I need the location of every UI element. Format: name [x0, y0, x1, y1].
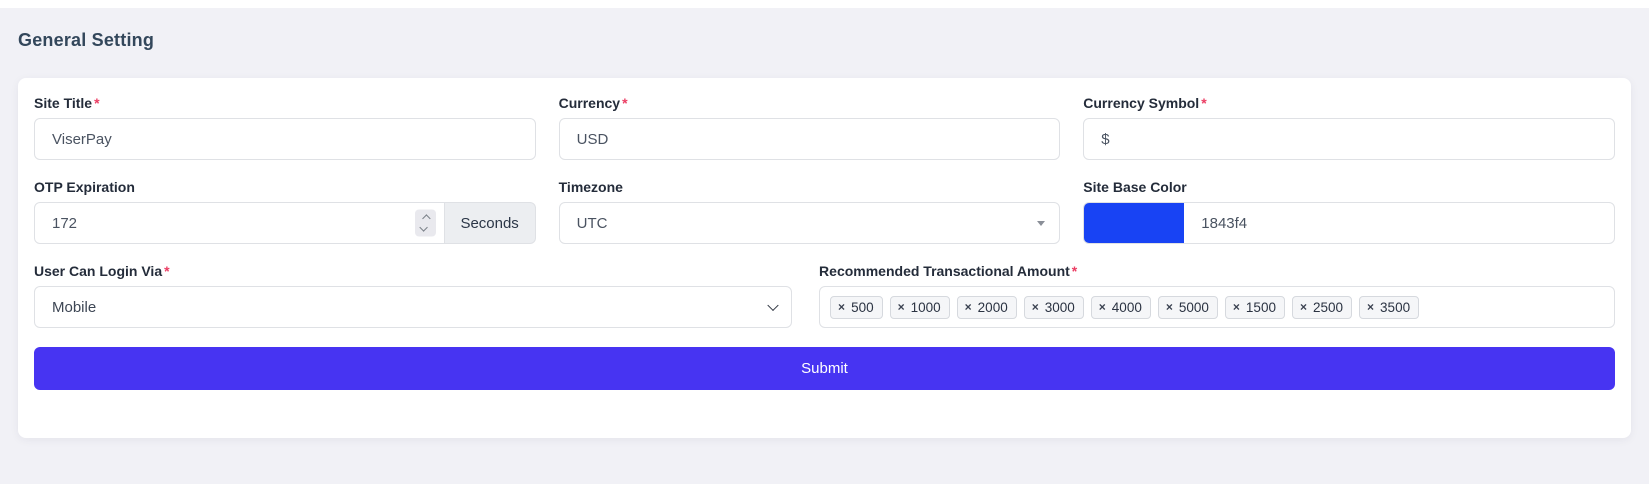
required-asterisk: *: [164, 263, 170, 279]
otp-input-group: Seconds: [34, 202, 536, 244]
remove-tag-icon[interactable]: ×: [838, 300, 846, 314]
spinner-down-icon[interactable]: [419, 223, 428, 232]
timezone-label: Timezone: [559, 179, 1061, 195]
required-asterisk: *: [1071, 263, 1078, 279]
tag-value: 1500: [1245, 299, 1276, 315]
otp-expiration-label: OTP Expiration: [34, 179, 536, 195]
spinner-up-icon[interactable]: [422, 214, 431, 223]
amount-tag[interactable]: × 5000: [1157, 295, 1218, 319]
otp-expiration-input[interactable]: [34, 202, 445, 244]
remove-tag-icon[interactable]: ×: [1031, 300, 1039, 314]
general-setting-form: Site Title* Currency* Currency Symbol* O…: [34, 95, 1615, 390]
page-title: General Setting: [18, 30, 155, 50]
remove-tag-icon[interactable]: ×: [1232, 300, 1240, 314]
form-row-3: User Can Login Via * Mobile Recommended T…: [34, 263, 1615, 328]
field-timezone: Timezone UTC: [558, 179, 1061, 244]
number-spinner[interactable]: [414, 209, 436, 237]
settings-card: Site Title* Currency* Currency Symbol* O…: [18, 78, 1631, 438]
timezone-select[interactable]: UTC: [558, 202, 1061, 244]
currency-symbol-input[interactable]: [1083, 118, 1615, 160]
color-swatch[interactable]: [1084, 203, 1185, 243]
label-text: Timezone: [558, 179, 623, 195]
remove-tag-icon[interactable]: ×: [1367, 300, 1375, 314]
field-currency: Currency *: [558, 95, 1061, 160]
tag-value: 3500: [1380, 299, 1411, 315]
submit-button[interactable]: Submit: [34, 347, 1615, 390]
field-recommended-amounts: Recommended Transactional Amount * × 500 × 1…: [819, 263, 1615, 328]
amount-tag[interactable]: × 4000: [1090, 295, 1151, 319]
required-asterisk: *: [94, 95, 100, 111]
timezone-selected-value: UTC: [576, 214, 608, 232]
amount-tag[interactable]: × 3000: [1023, 295, 1084, 319]
remove-tag-icon[interactable]: ×: [1299, 300, 1307, 314]
field-otp-expiration: OTP Expiration Seconds: [34, 179, 536, 244]
form-row-1: Site Title* Currency* Currency Symbol*: [34, 95, 1615, 160]
field-site-base-color: Site Base Color 1843f4: [1083, 179, 1615, 244]
tag-value: 3000: [1044, 299, 1075, 315]
recommended-amounts-label: Recommended Transactional Amount *: [819, 263, 1615, 279]
amount-tag[interactable]: × 2500: [1291, 295, 1353, 319]
login-via-select-wrap: Mobile: [34, 286, 793, 328]
site-base-color-input[interactable]: 1843f4: [1083, 202, 1615, 244]
top-navbar-strip: [0, 0, 1649, 8]
amount-tag[interactable]: × 2000: [956, 295, 1017, 319]
label-text: Currency Symbol: [1083, 95, 1200, 111]
remove-tag-icon[interactable]: ×: [1098, 300, 1106, 314]
required-asterisk: *: [1201, 95, 1207, 111]
login-via-label: User Can Login Via *: [34, 263, 792, 279]
site-base-color-label: Site Base Color: [1083, 179, 1615, 195]
tag-value: 5000: [1178, 299, 1209, 315]
color-hex-value: 1843f4: [1201, 214, 1248, 232]
tag-value: 2500: [1312, 299, 1344, 315]
field-login-via: User Can Login Via * Mobile: [34, 263, 793, 328]
amount-tag[interactable]: × 500: [830, 295, 883, 319]
amount-tag[interactable]: × 1000: [889, 295, 950, 319]
tag-value: 4000: [1111, 299, 1142, 315]
tag-value: 1000: [910, 299, 941, 315]
amount-tags[interactable]: × 500 × 1000 × 2000 × 3000 × 4000 × 5000 × 1500 × 2500 ×…: [819, 286, 1615, 328]
currency-input[interactable]: [558, 118, 1061, 160]
remove-tag-icon[interactable]: ×: [1165, 300, 1173, 314]
label-text: Currency: [558, 95, 621, 111]
form-row-2: OTP Expiration Seconds Timezone UTC S: [34, 179, 1615, 244]
amount-tag[interactable]: × 1500: [1224, 295, 1285, 319]
label-text: Site Base Color: [1083, 179, 1187, 195]
amount-tag[interactable]: × 3500: [1359, 295, 1420, 319]
label-text: Site Title: [34, 95, 93, 111]
caret-down-icon: [1037, 221, 1046, 226]
login-via-select[interactable]: Mobile: [34, 286, 793, 328]
label-text: Recommended Transactional Amount: [819, 263, 1070, 279]
site-title-input[interactable]: [34, 118, 536, 160]
currency-label: Currency *: [559, 95, 1061, 111]
remove-tag-icon[interactable]: ×: [964, 300, 972, 314]
field-currency-symbol: Currency Symbol *: [1083, 95, 1615, 160]
required-asterisk: *: [622, 95, 628, 111]
label-text: OTP Expiration: [34, 179, 135, 195]
field-site-title: Site Title *: [34, 95, 536, 160]
remove-tag-icon[interactable]: ×: [897, 300, 905, 314]
tag-value: 500: [851, 299, 874, 315]
site-title-label: Site Title *: [34, 95, 536, 111]
currency-symbol-label: Currency Symbol *: [1083, 95, 1615, 111]
label-text: User Can Login Via: [34, 263, 163, 279]
tag-value: 2000: [977, 299, 1008, 315]
seconds-addon: Seconds: [444, 202, 536, 244]
general-setting-page: General Setting Site Title* Currency* Cu…: [0, 30, 1649, 438]
